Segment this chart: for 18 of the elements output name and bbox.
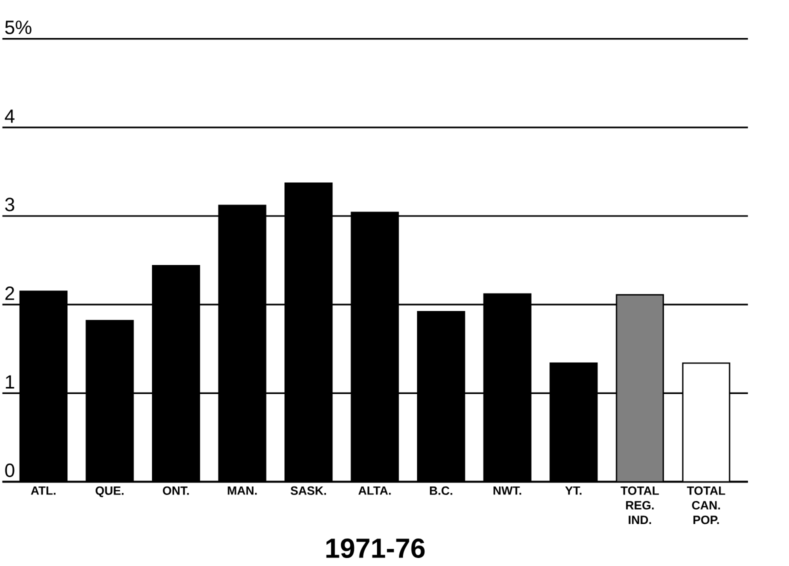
- y-tick-label: 4: [4, 109, 14, 123]
- x-tick-label: TOTAL REG. IND.: [620, 486, 659, 524]
- x-tick-label: QUE.: [96, 486, 124, 497]
- x-tick-label: MAN.: [228, 486, 257, 494]
- x-tick-label: NWT.: [494, 486, 522, 494]
- x-tick-label: B.C.: [430, 486, 452, 495]
- x-tick-label: ONT.: [162, 486, 189, 495]
- x-tick-label: YT.: [565, 486, 582, 494]
- x-tick-label: ALTA.: [358, 486, 391, 494]
- y-tick-label: 5%: [5, 20, 32, 34]
- y-tick-label: 2: [5, 286, 14, 300]
- x-axis-title: 1971-76: [326, 538, 425, 558]
- x-tick-label: TOTAL CAN. POP.: [686, 486, 726, 524]
- x-tick-label: SASK.: [290, 486, 326, 495]
- x-tick-label: ATL.: [30, 486, 56, 494]
- y-tick-label: 1: [6, 375, 14, 388]
- y-tick-label: 3: [5, 198, 14, 212]
- y-tick-label: 0: [5, 463, 14, 477]
